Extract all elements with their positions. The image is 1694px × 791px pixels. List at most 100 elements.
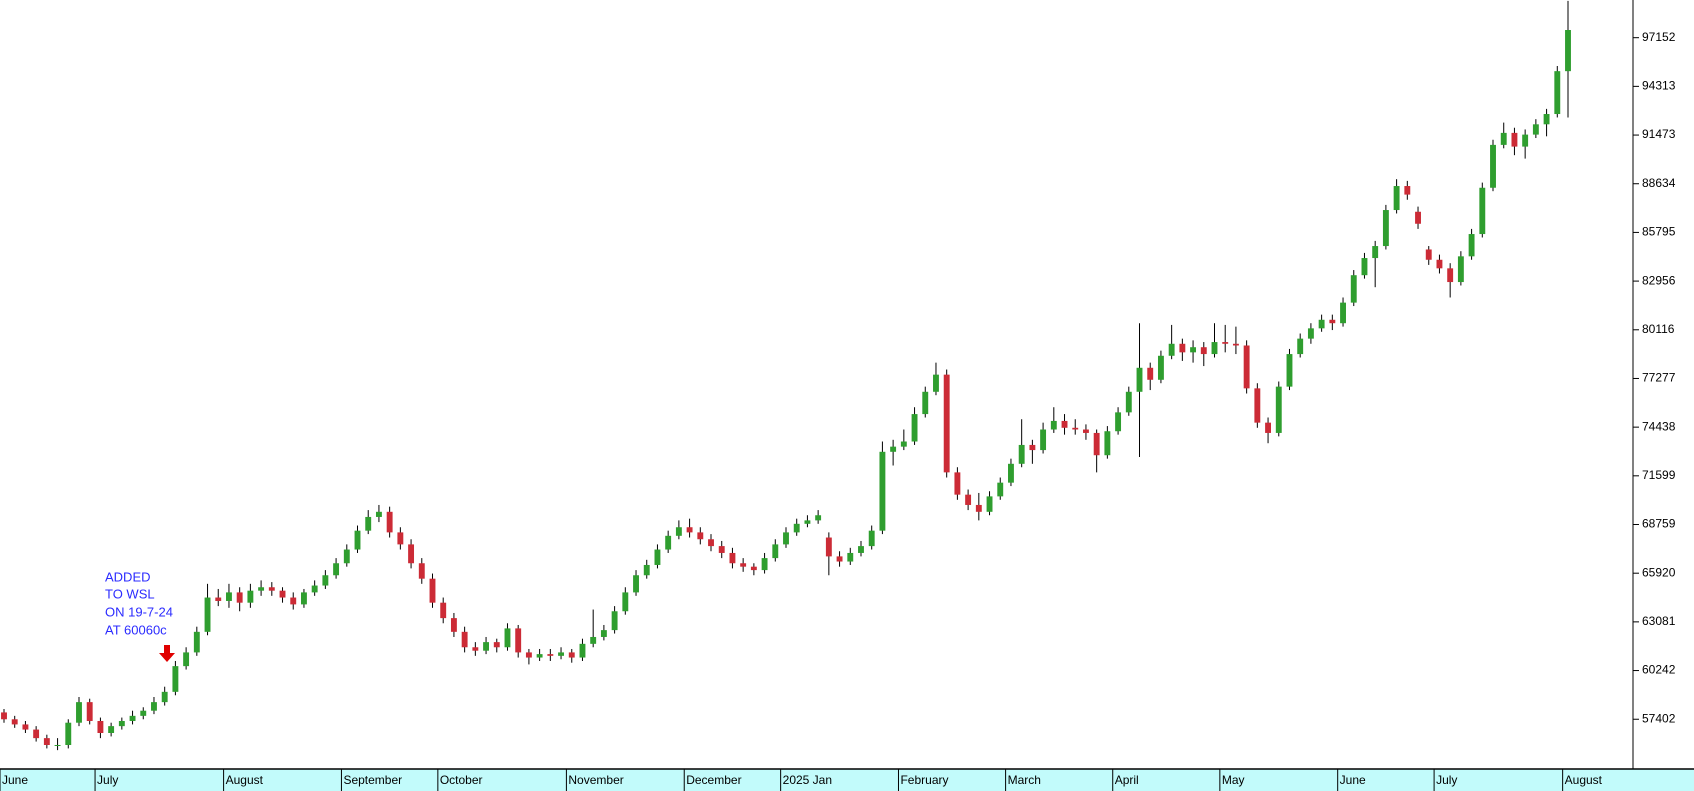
- candle-body: [1082, 429, 1089, 433]
- x-tick-label: May: [1222, 773, 1245, 787]
- candle-body: [483, 642, 490, 651]
- y-tick-label: 80116: [1642, 322, 1675, 336]
- candle-body: [911, 414, 918, 442]
- candle-body: [1436, 259, 1443, 269]
- candle-body: [804, 520, 811, 524]
- annotation-line: ADDED: [105, 569, 151, 584]
- candle-body: [1136, 367, 1143, 392]
- annotation-arrow: [159, 645, 175, 662]
- candle-body: [568, 652, 575, 658]
- candle-body: [418, 563, 425, 579]
- candle-body: [236, 592, 243, 603]
- candle-body: [365, 516, 372, 531]
- candle-body: [183, 652, 190, 667]
- candle-body: [1168, 343, 1175, 356]
- candle-body: [1565, 30, 1571, 72]
- candle-body: [54, 744, 61, 746]
- candle-body: [408, 544, 415, 564]
- y-tick-label: 88634: [1642, 176, 1676, 190]
- candle-body: [750, 566, 757, 571]
- candle-body: [33, 729, 40, 739]
- y-tick-label: 74438: [1642, 419, 1676, 433]
- x-tick-label: June: [2, 773, 28, 787]
- y-tick-label: 68759: [1642, 517, 1676, 531]
- candle-body: [1415, 211, 1421, 224]
- candle-body: [1340, 302, 1346, 324]
- candle-body: [654, 549, 661, 565]
- candle-body: [729, 552, 736, 564]
- date-band: [0, 769, 1694, 791]
- candle-body: [311, 585, 318, 593]
- candle-body: [1093, 432, 1100, 456]
- y-tick-label: 91473: [1642, 127, 1676, 141]
- candle-body: [558, 652, 564, 656]
- candle-body: [1222, 342, 1229, 344]
- candle-body: [1008, 463, 1014, 483]
- candle-body: [279, 590, 286, 598]
- candle-body: [665, 535, 672, 550]
- candle-body: [129, 715, 136, 721]
- x-tick-label: December: [686, 773, 741, 787]
- y-tick-label: 82956: [1642, 273, 1676, 287]
- candle-body: [1393, 186, 1400, 211]
- candle-body: [922, 391, 929, 415]
- candle-body: [1329, 319, 1336, 324]
- x-tick-label: 2025 Jan: [783, 773, 832, 787]
- candle-body: [375, 511, 382, 517]
- candle-body: [900, 441, 907, 447]
- annotation-line: AT 60060c: [105, 622, 167, 637]
- candle-body: [247, 590, 254, 603]
- candle-body: [226, 592, 232, 601]
- candle-body: [761, 558, 768, 571]
- candle-body: [472, 647, 479, 651]
- candle-body: [300, 592, 307, 605]
- candle-body: [504, 628, 511, 648]
- candle-body: [1243, 345, 1250, 389]
- candle-body: [611, 611, 618, 631]
- candle-body: [1029, 444, 1036, 451]
- candle-body: [1232, 343, 1239, 346]
- candle-body: [268, 587, 275, 591]
- x-tick-label: April: [1115, 773, 1139, 787]
- y-tick-label: 65920: [1642, 565, 1676, 579]
- candle-body: [933, 374, 939, 392]
- candle-body: [536, 654, 543, 658]
- candle-body: [1457, 256, 1464, 283]
- candle-body: [1286, 354, 1293, 387]
- candle-body: [1490, 144, 1496, 188]
- candle-body: [783, 532, 789, 545]
- candle-body: [772, 544, 779, 559]
- candle-body: [461, 631, 468, 648]
- candle-body: [429, 578, 436, 603]
- candle-body: [151, 702, 157, 711]
- candle-body: [1147, 367, 1154, 380]
- candle-body: [354, 530, 361, 550]
- candle-body: [1511, 132, 1518, 147]
- candle-body: [11, 719, 18, 725]
- y-tick-label: 63081: [1642, 614, 1676, 628]
- candle-body: [708, 539, 714, 547]
- candle-body: [1404, 186, 1411, 195]
- y-tick-label: 57402: [1642, 711, 1676, 725]
- candle-body: [590, 636, 597, 644]
- candle-body: [515, 628, 522, 653]
- candle-body: [825, 537, 832, 557]
- candle-body: [97, 720, 104, 733]
- candle-body: [1447, 268, 1454, 283]
- candle-body: [1500, 132, 1507, 145]
- candle-body: [686, 527, 693, 533]
- y-tick-label: 97152: [1642, 30, 1676, 44]
- candle-body: [1479, 187, 1486, 235]
- candle-body: [1200, 347, 1207, 355]
- candle-body: [1115, 412, 1122, 432]
- candle-body: [1125, 391, 1132, 413]
- candle-body: [1372, 246, 1379, 259]
- candle-body: [836, 556, 843, 562]
- candle-body: [22, 724, 29, 730]
- candle-body: [1061, 420, 1068, 428]
- candle-body: [868, 530, 875, 547]
- candle-body: [43, 738, 50, 745]
- candle-body: [793, 523, 800, 533]
- candle-body: [161, 691, 168, 703]
